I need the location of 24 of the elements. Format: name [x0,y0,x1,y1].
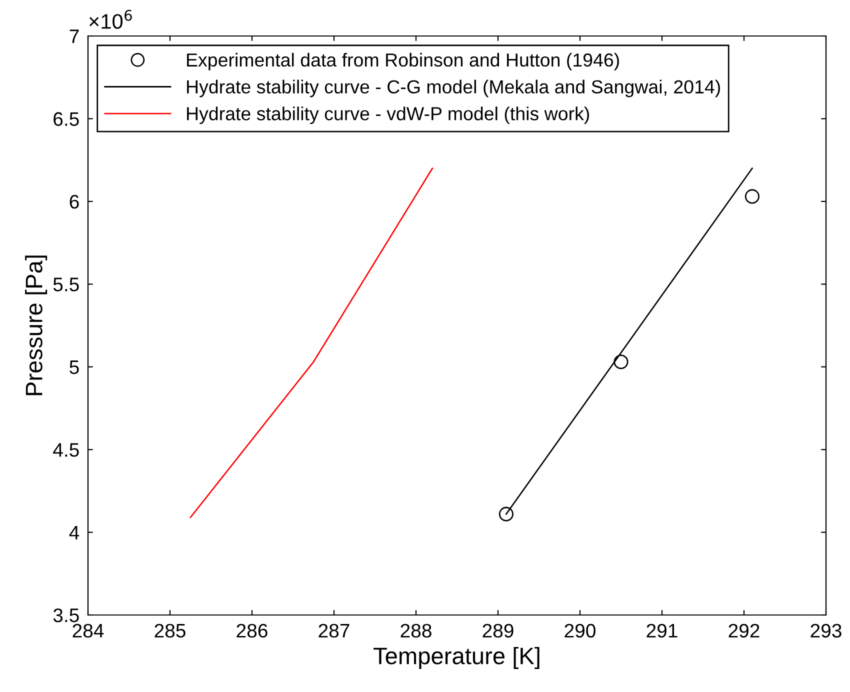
y-tick-label: 4 [69,526,80,540]
x-tick-label: 288 [400,624,432,638]
x-tick-label: 292 [728,624,760,638]
y-tick-label: 5 [70,360,79,374]
y-tick-label: 6 [70,194,79,209]
y-tick-label: 6.5 [54,112,79,126]
text: ×10$^{6}$ [89,10,132,29]
x-tick-label: 285 [154,624,186,638]
y-tick-label: 4.5 [53,443,79,457]
x-tick-label: 291 [646,624,678,638]
legend-label: Hydrate stability curve - C-G model (Mekala and Sangwai, 2014) [187,80,720,98]
y-tick-label: 7 [70,30,79,44]
x-tick-label: 287 [318,624,350,638]
x-tick-label: 286 [236,624,268,638]
x-tick-label: 290 [564,624,596,638]
legend-label: Hydrate stability curve - vdW-P model (this work) [187,106,589,124]
x-axis-title: Temperature [K] [374,647,540,670]
y-axis-title: Pressure [Pa] [25,256,48,396]
y-tick-label: 3.5 [53,608,79,622]
x-tick-label: 289 [482,624,514,638]
legend-label: Experimental data from Robinson and Hutton (1946) [187,52,619,70]
x-tick-label: 293 [810,624,842,638]
x-tick-label: 284 [72,624,104,638]
y-tick-label: 5.5 [53,278,79,292]
